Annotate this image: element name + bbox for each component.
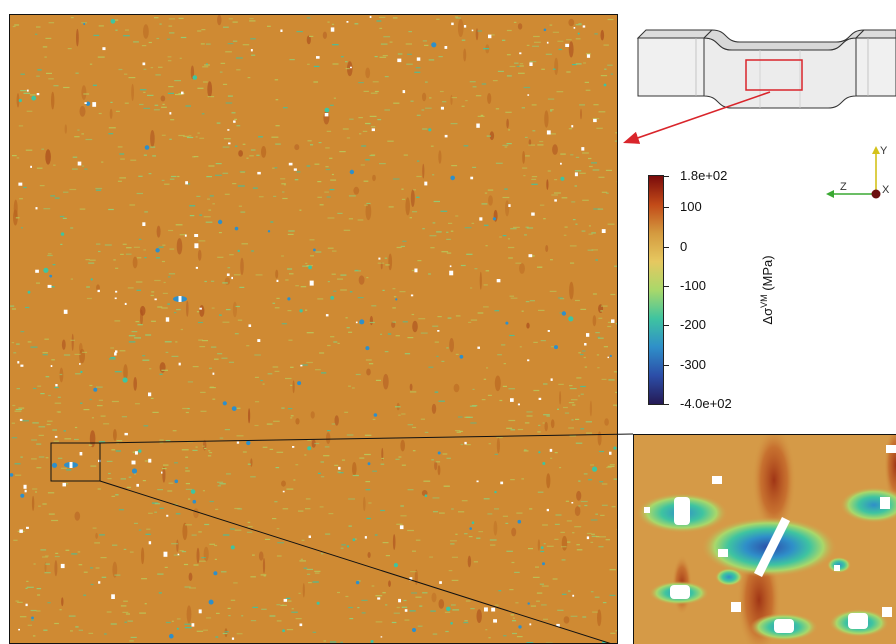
colorbar-tick — [664, 286, 669, 288]
axis-label-z: Z — [840, 181, 847, 193]
colorbar-tick-label: -200 — [680, 317, 707, 333]
colorbar-tick-label: 1.8e+02 — [680, 168, 728, 183]
colorbar-title: ΔσVM (MPa) — [759, 255, 775, 324]
colorbar-tick — [664, 325, 669, 327]
colorbar-tick-label: -300 — [680, 356, 707, 372]
colorbar-tick — [664, 176, 669, 177]
axis-label-y: Y — [880, 145, 888, 157]
dogbone-specimen — [636, 29, 896, 109]
axis-label-x: X — [882, 184, 890, 196]
colorbar-tick — [664, 246, 669, 248]
zoom-inset — [633, 434, 896, 644]
colorbar-tick — [664, 404, 669, 405]
colorbar-tick-label: 0 — [680, 238, 688, 254]
colorbar-tick-label: 100 — [680, 199, 702, 215]
axes-triad: Y Z X — [826, 145, 890, 199]
stress-field-canvas — [10, 15, 617, 643]
colorbar-tick-label: -4.0e+02 — [680, 396, 732, 411]
colorbar-title-prefix: Δσ — [760, 307, 776, 325]
zoom-inset-canvas — [634, 435, 896, 644]
stress-field-main — [9, 14, 618, 644]
region-of-interest-box — [745, 59, 803, 91]
colorbar-title-suffix: (MPa) — [760, 255, 776, 295]
colorbar-title-sup: VM — [758, 294, 769, 308]
colorbar-gradient — [648, 175, 664, 405]
colorbar-tick-label: -100 — [680, 278, 707, 294]
colorbar-tick — [664, 364, 669, 366]
colorbar-tick — [664, 207, 669, 209]
